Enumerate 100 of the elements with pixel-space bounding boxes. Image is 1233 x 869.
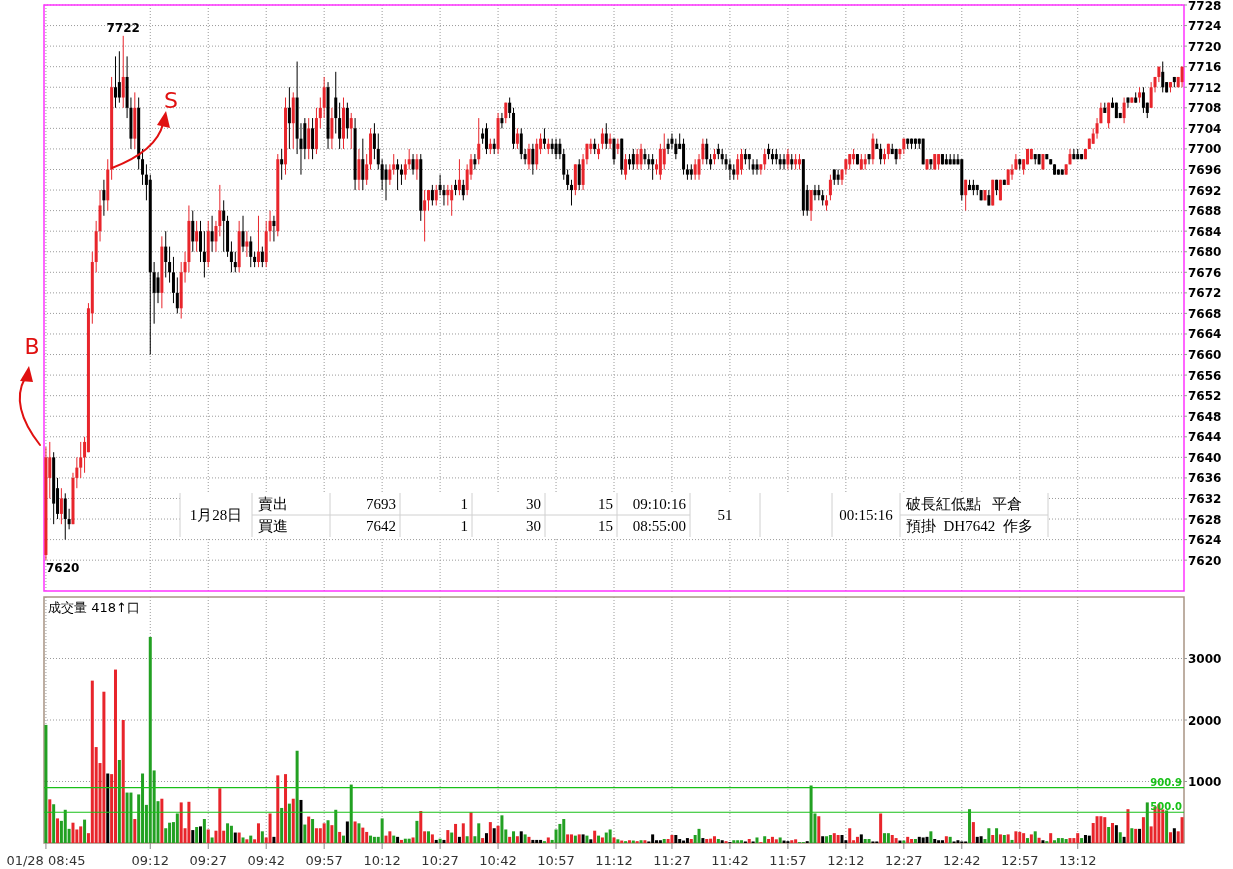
bar (191, 830, 195, 843)
candlestick (693, 158, 697, 181)
bar (639, 840, 643, 843)
bar (508, 836, 512, 843)
candlestick (272, 215, 276, 242)
annotation: 賣出 (258, 496, 288, 512)
candlestick (616, 138, 620, 155)
bar (48, 799, 52, 843)
bar (434, 839, 438, 843)
bar (705, 839, 709, 843)
bar (117, 759, 121, 843)
candlestick (604, 122, 608, 150)
candlestick (763, 148, 767, 170)
bar (832, 833, 836, 843)
y-tick-label: 7720 (1188, 39, 1222, 54)
bar (1053, 840, 1057, 843)
candlestick (191, 210, 195, 253)
bar (523, 834, 527, 843)
candlestick (357, 148, 361, 191)
candlestick (1126, 97, 1130, 109)
bar (1180, 817, 1184, 843)
bar (1172, 828, 1176, 843)
annotation: 7693 (366, 496, 396, 512)
bar (268, 813, 272, 843)
bar (353, 821, 357, 843)
bar (770, 836, 774, 843)
bar (303, 824, 307, 843)
annotation: 30 (526, 496, 541, 512)
candlestick (349, 112, 353, 150)
bar (79, 826, 83, 843)
candlestick (813, 184, 817, 201)
bar (512, 831, 516, 843)
bar (840, 835, 844, 843)
candlestick (450, 184, 454, 217)
candlestick (249, 235, 253, 268)
bar (403, 838, 407, 843)
y-tick-label: 7716 (1188, 60, 1222, 75)
bar (666, 839, 670, 843)
candlestick (399, 163, 403, 186)
bar (817, 816, 821, 843)
bar (944, 836, 948, 843)
x-tick-label: 09:12 (131, 853, 170, 868)
bar (121, 720, 125, 843)
bar (1134, 828, 1138, 843)
candlestick (600, 127, 604, 150)
y-tick-label: 7640 (1188, 450, 1222, 465)
y-tick-label: 7628 (1188, 512, 1222, 527)
candlestick (427, 189, 431, 212)
candlestick (566, 168, 570, 191)
candlestick (175, 276, 179, 314)
y-tick-label: 7664 (1188, 327, 1222, 342)
bar (384, 835, 388, 843)
y-tick-label: 7636 (1188, 471, 1222, 486)
bar (179, 802, 183, 843)
annotation: 09:10:16 (632, 496, 687, 512)
bar (314, 828, 318, 843)
y-tick-label: 7680 (1188, 245, 1222, 260)
candlestick (407, 148, 411, 170)
bar (102, 691, 106, 843)
candlestick (1161, 61, 1165, 93)
bar (361, 827, 365, 843)
bar (732, 840, 736, 843)
bar (83, 819, 87, 843)
bar (863, 839, 867, 843)
y-tick-label: 7656 (1188, 368, 1222, 383)
candlestick (674, 138, 678, 160)
candlestick (384, 163, 388, 201)
bar (210, 837, 214, 843)
candlestick (643, 148, 647, 165)
bar (1014, 831, 1018, 843)
annotation: 1 (460, 496, 468, 512)
annotation: 1 (460, 518, 468, 534)
candlestick (318, 97, 322, 129)
candlestick (1072, 148, 1076, 160)
bar (790, 840, 794, 843)
candlestick (666, 138, 670, 155)
bar (430, 834, 434, 843)
candlestick (396, 158, 400, 191)
bar (1118, 832, 1122, 843)
bar (956, 840, 960, 843)
candlestick (929, 158, 933, 170)
chart-title: 成交量 418↑口 (48, 600, 140, 615)
candlestick (171, 256, 175, 304)
bar (1022, 833, 1026, 843)
bar (883, 833, 887, 843)
bar (894, 838, 898, 843)
candlestick (782, 153, 786, 170)
bar (249, 835, 253, 843)
bar (1141, 817, 1145, 843)
bar (299, 799, 303, 843)
bar (670, 835, 674, 843)
bar (287, 803, 291, 843)
bar (496, 825, 500, 843)
bar (233, 832, 237, 843)
candlestick (508, 97, 512, 119)
bar (291, 798, 295, 843)
x-tick-label: 12:27 (885, 853, 923, 868)
x-tick-label: 10:57 (537, 853, 575, 868)
bar (589, 839, 593, 843)
candlestick (836, 168, 840, 186)
